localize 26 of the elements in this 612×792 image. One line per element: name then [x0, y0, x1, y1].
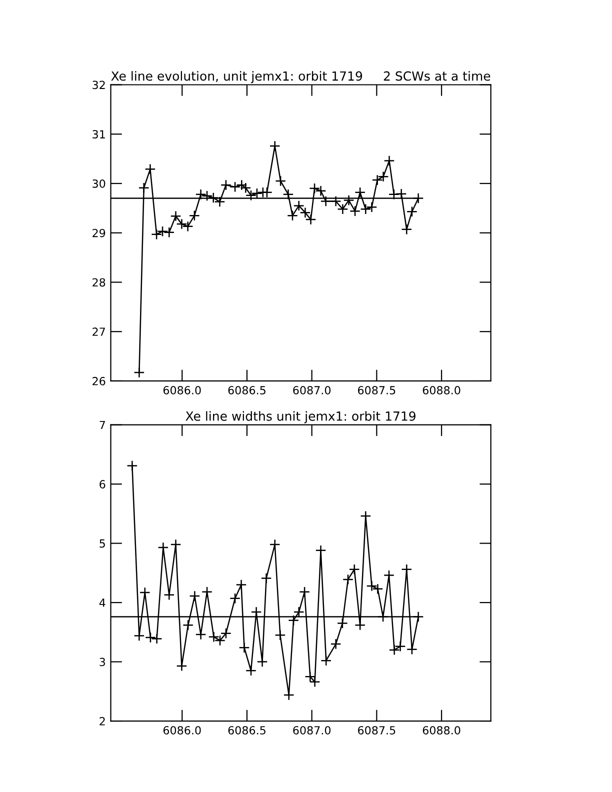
y-tick-label: 3 — [100, 658, 106, 666]
y-tick-label: 30 — [92, 179, 106, 188]
chart-title: Xe line evolution, unit jemx1: orbit 1719 — [111, 71, 362, 84]
x-tick-label: 6087.0 — [293, 386, 331, 394]
x-tick-label: 6086.0 — [163, 386, 201, 394]
chart-title: Xe line widths unit jemx1: orbit 1719 — [186, 411, 416, 424]
x-tick-label: 6086.5 — [228, 726, 266, 734]
y-tick-label: 26 — [92, 376, 106, 386]
x-tick-label: 6087.0 — [293, 726, 331, 734]
chart-subtitle: 2 SCWs at a time — [384, 71, 490, 81]
y-tick-label: 29 — [92, 228, 106, 238]
x-tick-label: 6087.5 — [358, 726, 396, 734]
y-tick-label: 31 — [92, 130, 105, 138]
y-tick-label: 4 — [99, 598, 106, 607]
x-tick-label: 6086.5 — [228, 386, 266, 394]
y-tick-label: 7 — [100, 420, 105, 430]
y-tick-label: 27 — [92, 328, 105, 336]
y-tick-label: 2 — [100, 717, 105, 726]
y-tick-label: 5 — [100, 539, 105, 548]
x-tick-label: 6088.0 — [422, 726, 460, 734]
y-tick-label: 32 — [92, 80, 105, 90]
x-tick-label: 6086.0 — [163, 726, 201, 734]
y-tick-label: 28 — [92, 278, 106, 287]
x-tick-label: 6088.0 — [422, 386, 460, 394]
y-tick-label: 6 — [100, 480, 106, 488]
x-tick-label: 6087.5 — [358, 386, 396, 394]
